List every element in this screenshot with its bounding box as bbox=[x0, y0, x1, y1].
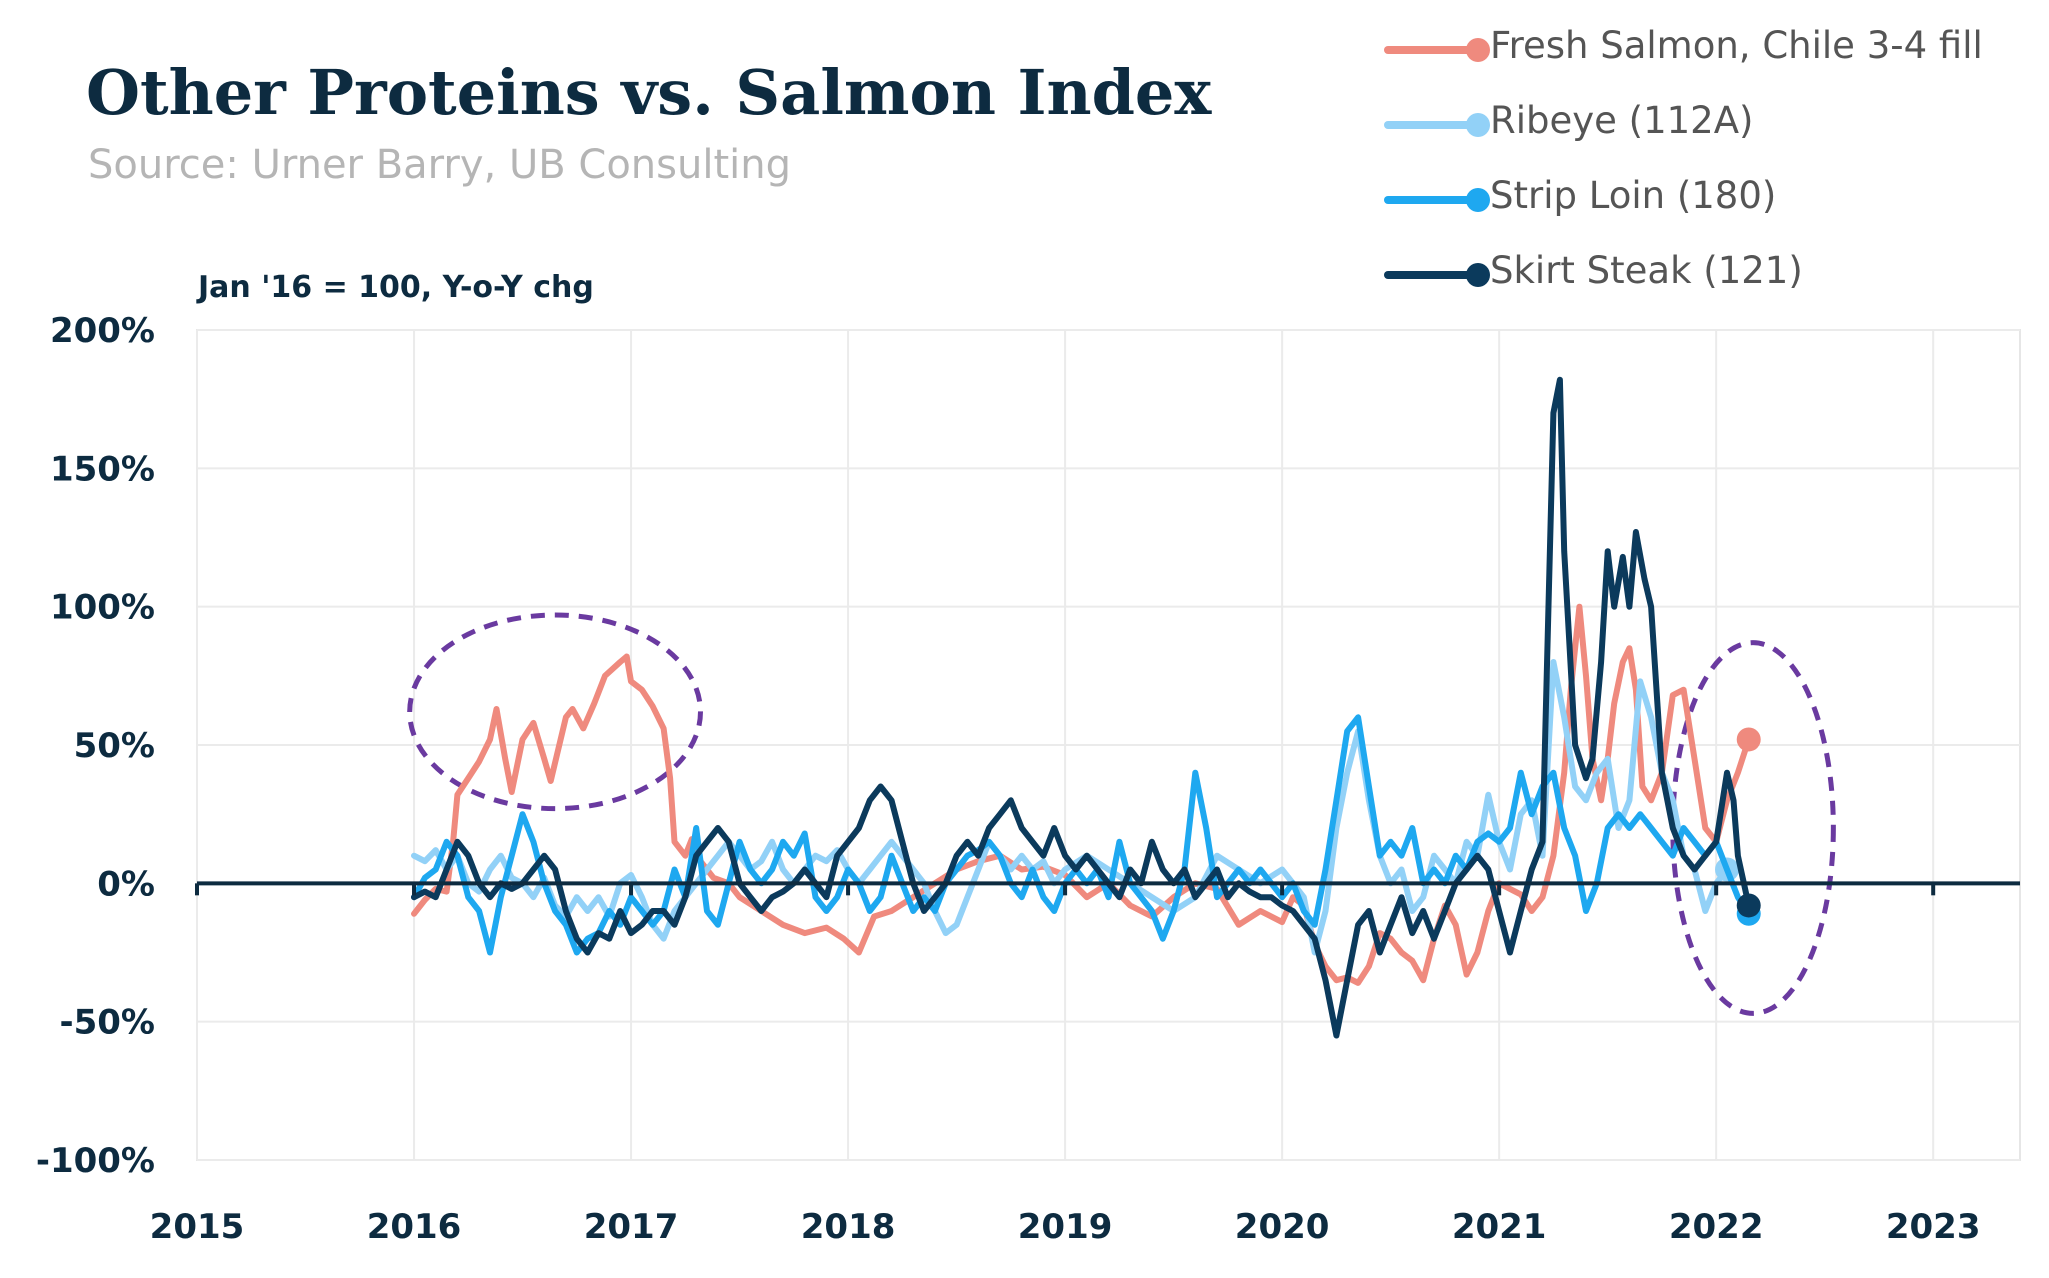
series-end-point-0 bbox=[1736, 727, 1761, 752]
x-tick-label: 2015 bbox=[150, 1207, 245, 1247]
legend-swatch-dot bbox=[1466, 113, 1490, 137]
legend-swatch-dot bbox=[1466, 38, 1490, 62]
y-tick-label: 100% bbox=[50, 588, 155, 628]
series-line-2 bbox=[411, 714, 1752, 956]
legend-label: Ribeye (112A) bbox=[1490, 99, 1754, 142]
legend-swatch-line bbox=[1384, 121, 1479, 129]
legend-swatch-line bbox=[1384, 46, 1479, 54]
legend-swatch-line bbox=[1384, 196, 1479, 204]
y-tick-label: 200% bbox=[50, 311, 155, 351]
x-tick-label: 2018 bbox=[801, 1207, 896, 1247]
annotation-ellipse-1 bbox=[1670, 640, 1836, 1016]
y-tick-label: 0% bbox=[97, 864, 155, 904]
legend-swatch-line bbox=[1384, 271, 1479, 279]
y-tick-label: -50% bbox=[60, 1003, 156, 1043]
x-tick-label: 2017 bbox=[584, 1207, 679, 1247]
x-tick-label: 2016 bbox=[367, 1207, 462, 1247]
legend-label: Strip Loin (180) bbox=[1490, 174, 1777, 217]
y-axis-note: Jan '16 = 100, Y-o-Y chg bbox=[198, 270, 594, 305]
series-line-3 bbox=[411, 376, 1752, 1039]
legend-label: Fresh Salmon, Chile 3-4 fill bbox=[1490, 24, 1983, 67]
series-line-1 bbox=[411, 659, 1730, 956]
annotation-ellipse-0 bbox=[407, 612, 703, 812]
y-tick-label: 150% bbox=[50, 449, 155, 489]
chart-axes: 200% 150% 100% 50% 0% -50% -100% 2015 2016 2017 20… bbox=[36, 311, 2020, 1247]
legend-swatch-dot bbox=[1466, 188, 1490, 212]
series-end-point-3 bbox=[1736, 893, 1761, 918]
legend-swatch-dot bbox=[1466, 263, 1490, 287]
chart-title: Other Proteins vs. Salmon Index bbox=[86, 56, 1212, 129]
x-tick-label: 2022 bbox=[1669, 1207, 1764, 1247]
legend-label: Skirt Steak (121) bbox=[1490, 249, 1803, 292]
x-tick-label: 2020 bbox=[1235, 1207, 1330, 1247]
series-line-0 bbox=[411, 603, 1752, 986]
x-tick-label: 2019 bbox=[1018, 1207, 1113, 1247]
x-tick-label: 2021 bbox=[1452, 1207, 1547, 1247]
y-tick-label: 50% bbox=[74, 726, 155, 766]
series-layer bbox=[411, 376, 1761, 1039]
x-tick-label: 2023 bbox=[1886, 1207, 1981, 1247]
chart-subtitle: Source: Urner Barry, UB Consulting bbox=[88, 142, 791, 188]
y-tick-label: -100% bbox=[36, 1141, 155, 1181]
